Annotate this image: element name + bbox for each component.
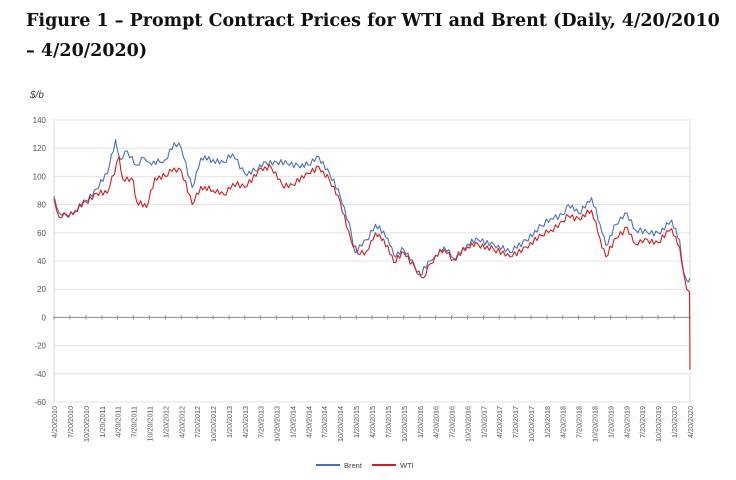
x-tick-label: 1/20/2011 [98,406,107,437]
y-tick-label: -40 [34,370,46,379]
x-tick-label: 10/20/2016 [463,406,472,442]
y-tick-label: 40 [37,257,46,266]
legend-label-brent: Brent [344,461,363,470]
x-tick-label: 4/20/2017 [495,406,504,438]
legend: Brent WTI [316,461,414,470]
series-line-wti [53,156,691,370]
x-tick-label: 10/20/2014 [336,406,345,442]
x-tick-label: 7/20/2015 [384,406,393,438]
x-tick-label: 4/20/2018 [559,406,568,438]
x-tick-label: 7/20/2013 [257,406,266,438]
x-tick-label: 4/20/2013 [241,406,250,438]
y-tick-label: 20 [37,285,46,294]
y-axis-unit-label: $/b [29,90,44,101]
y-tick-label: -20 [34,342,46,351]
y-tick-label: 120 [33,144,47,153]
x-tick-label: 4/20/2019 [622,406,631,438]
x-tick-label: 7/20/2012 [193,406,202,438]
x-tick-label: 4/20/2010 [50,406,59,438]
x-tick-label: 1/20/2013 [225,406,234,438]
series-line-brent [53,139,691,283]
x-tick-label: 10/20/2015 [400,406,409,442]
y-tick-label: 60 [37,229,46,238]
x-tick-label: 7/20/2010 [66,406,75,438]
x-tick-label: 7/20/2014 [320,406,329,438]
x-tick-label: 10/20/2017 [527,406,536,442]
x-tick-label: 4/20/2011 [114,406,123,437]
x-tick-label: 1/20/2017 [480,406,489,438]
x-tick-label: 4/20/2020 [686,406,695,438]
series-lines [53,139,691,370]
x-tick-label: 1/20/2015 [352,406,361,438]
x-tick-label: 1/20/2019 [607,406,616,438]
price-chart: $/b 140 120 100 80 60 40 20 0 -20 -40 -60 4/20/201… [0,82,736,476]
x-tick-label: 4/20/2015 [368,406,377,438]
x-tick-label: 7/20/2018 [575,406,584,438]
x-tick-label: 1/20/2016 [416,406,425,438]
x-tick-label: 1/20/2012 [161,406,170,438]
figure-title: Figure 1 – Prompt Contract Prices for WT… [26,11,720,61]
x-axis-ticks: 4/20/2010 7/20/2010 10/20/2010 1/20/2011 4/2… [50,315,695,442]
y-tick-label: 140 [33,116,47,125]
x-tick-label: 7/20/2017 [511,406,520,438]
y-tick-label: -60 [34,398,46,407]
x-tick-label: 10/20/2012 [209,406,218,442]
x-tick-label: 7/20/2016 [447,406,456,438]
y-tick-label: 100 [33,172,47,181]
x-tick-label: 7/20/2019 [638,406,647,438]
x-tick-label: 10/20/2010 [82,406,91,442]
x-tick-label: 10/20/2013 [273,406,282,442]
x-tick-label: 1/20/2014 [289,406,298,438]
x-tick-label: 4/20/2014 [304,406,313,438]
gridlines [53,119,691,403]
x-tick-label: 10/20/2018 [591,406,600,442]
y-axis-ticks: 140 120 100 80 60 40 20 0 -20 -40 -60 [33,116,47,407]
x-tick-label: 7/20/2011 [129,406,138,437]
x-tick-label: 10/20/2019 [654,406,663,442]
x-tick-label: 10/20/2011 [145,406,154,441]
x-tick-label: 4/20/2012 [177,406,186,438]
y-tick-label: 0 [42,313,47,322]
x-tick-label: 1/20/2018 [543,406,552,438]
x-tick-label: 4/20/2016 [432,406,441,438]
x-tick-label: 1/20/2020 [670,406,679,438]
y-tick-label: 80 [37,201,46,210]
chart-container: $/b 140 120 100 80 60 40 20 0 -20 -40 -60 4/20/201… [0,82,736,476]
legend-label-wti: WTI [400,461,414,470]
